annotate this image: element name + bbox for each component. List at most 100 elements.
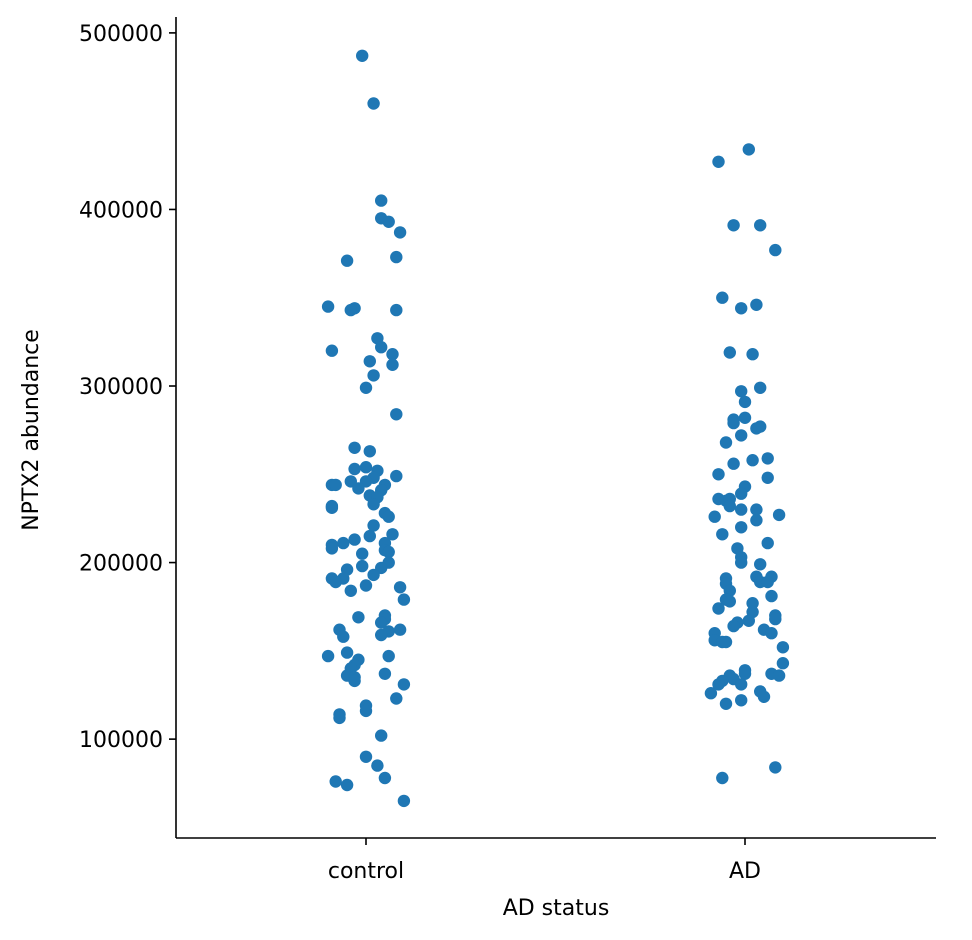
data-point	[325, 501, 339, 514]
data-point	[325, 542, 339, 555]
data-point	[375, 194, 388, 207]
data-point	[754, 381, 767, 394]
data-point	[375, 628, 388, 642]
data-point	[754, 219, 767, 232]
data-point	[359, 579, 373, 592]
data-point	[390, 303, 403, 317]
data-point	[386, 528, 399, 541]
data-point	[382, 649, 395, 663]
x-axis-label: AD status	[503, 896, 610, 921]
data-point	[340, 646, 354, 659]
data-point	[727, 219, 740, 232]
data-point	[321, 649, 335, 663]
data-point	[738, 411, 752, 424]
data-point	[390, 250, 403, 264]
data-point	[344, 584, 357, 597]
data-point	[340, 778, 354, 792]
data-point	[765, 589, 778, 603]
data-point	[333, 711, 346, 725]
y-tick-label: 300000	[79, 375, 163, 400]
data-point	[735, 503, 748, 516]
data-point	[727, 416, 740, 430]
data-point	[363, 355, 376, 368]
data-point	[382, 545, 395, 559]
data-point	[727, 619, 740, 633]
data-point	[761, 452, 774, 465]
data-point	[738, 667, 752, 680]
data-point	[378, 667, 392, 680]
data-point	[375, 616, 388, 629]
data-point	[735, 429, 748, 442]
data-point	[769, 612, 782, 626]
data-point	[735, 521, 748, 534]
data-point	[363, 445, 376, 458]
x-ticks: control AD	[328, 838, 761, 884]
data-point	[704, 687, 718, 700]
data-point	[382, 510, 395, 523]
data-point	[356, 49, 369, 62]
data-point	[367, 568, 380, 582]
data-point	[750, 298, 763, 311]
data-point	[742, 143, 755, 156]
data-point	[719, 436, 733, 449]
data-point	[735, 302, 748, 315]
data-point	[746, 348, 759, 361]
data-point	[390, 408, 403, 421]
data-point	[716, 771, 729, 785]
data-point	[761, 536, 774, 550]
data-point	[776, 657, 790, 670]
data-point	[367, 498, 380, 511]
data-point	[393, 623, 407, 636]
data-point	[348, 674, 361, 688]
data-point	[757, 690, 771, 703]
data-point	[772, 508, 786, 522]
data-point	[712, 602, 725, 615]
data-point	[769, 243, 782, 257]
data-point	[761, 575, 774, 589]
data-point	[390, 692, 403, 705]
data-point	[742, 614, 755, 627]
data-point	[352, 611, 365, 624]
data-point	[397, 593, 411, 606]
data-point	[356, 559, 369, 573]
data-point	[390, 469, 403, 483]
y-tick-label: 500000	[79, 22, 163, 47]
data-point	[735, 556, 748, 569]
data-point	[393, 581, 407, 594]
data-point	[325, 344, 339, 357]
points-layer	[321, 49, 790, 808]
data-point	[321, 300, 335, 313]
data-point	[367, 519, 380, 532]
y-ticks: 100000 200000 300000 400000 500000	[79, 22, 176, 753]
data-point	[337, 536, 350, 550]
data-point	[386, 358, 399, 371]
data-point	[723, 595, 736, 608]
x-tick-label: AD	[729, 859, 761, 884]
data-point	[329, 775, 342, 788]
data-point	[386, 348, 399, 361]
data-point	[727, 457, 740, 470]
data-point	[750, 514, 763, 527]
data-point	[359, 750, 373, 763]
data-point	[378, 771, 392, 785]
data-point	[371, 759, 384, 772]
data-point	[367, 97, 380, 110]
data-point	[356, 547, 369, 560]
data-point	[719, 635, 733, 649]
data-point	[359, 704, 373, 718]
data-point	[348, 462, 361, 476]
data-point	[719, 697, 733, 710]
data-point	[735, 678, 748, 691]
data-point	[382, 215, 395, 228]
data-point	[750, 422, 763, 435]
y-axis-label: NPTX2 abundance	[19, 329, 44, 531]
data-point	[348, 441, 361, 454]
data-point	[359, 461, 373, 474]
data-point	[716, 528, 729, 541]
data-point	[746, 597, 759, 610]
data-point	[723, 499, 736, 513]
data-point	[772, 669, 786, 682]
data-point	[397, 794, 411, 808]
data-point	[716, 291, 729, 304]
